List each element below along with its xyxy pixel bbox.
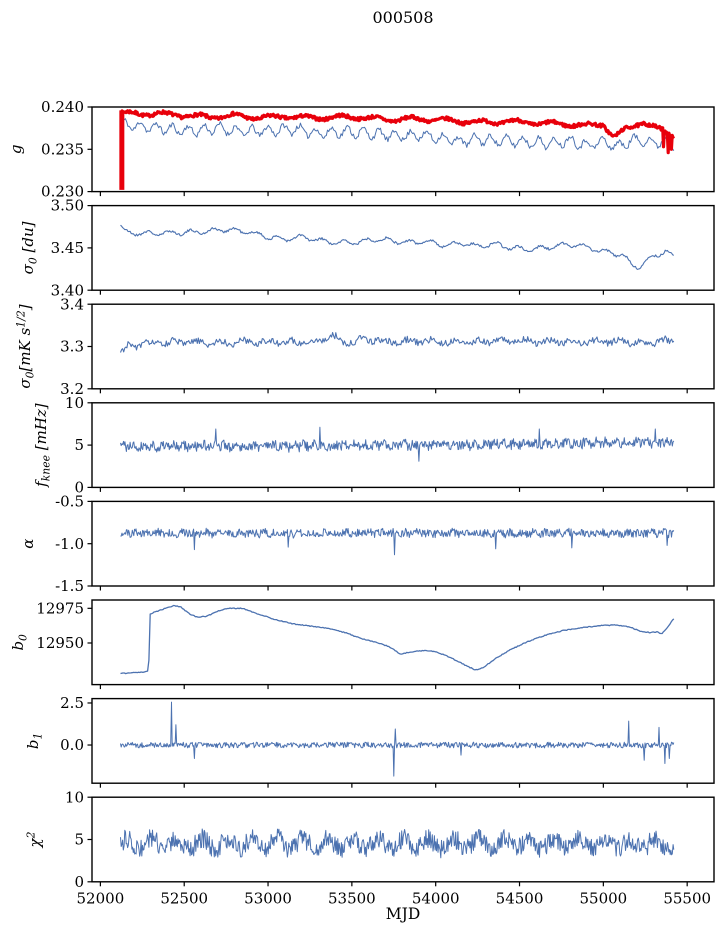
panel-sigma0-mks: 3.2 3.3 3.4 σ0[mK s1/2] bbox=[15, 295, 715, 398]
y-tick-label: 12975 bbox=[36, 599, 84, 617]
y-tick-label: 3.50 bbox=[51, 197, 84, 215]
axes-frame bbox=[91, 697, 715, 784]
y-tick-label: 3.2 bbox=[60, 380, 84, 398]
axes-frame bbox=[91, 500, 715, 587]
x-tick-label: 54500 bbox=[496, 889, 544, 907]
series-sigma0-du bbox=[120, 224, 674, 270]
x-axis-label: MJD bbox=[385, 905, 421, 923]
y-tick-label: -1.0 bbox=[55, 535, 84, 553]
y-tick-label: 12950 bbox=[36, 634, 84, 652]
axes-frame bbox=[91, 599, 715, 686]
y-axis-label-b0: b0 bbox=[9, 634, 30, 651]
panel-chi2: 0 5 10 χ2 52000 52500 53000 53500 54000 54500 5500… bbox=[25, 788, 715, 907]
y-tick-label: 0.240 bbox=[41, 98, 84, 116]
y-axis-label-g: g bbox=[7, 144, 25, 154]
x-tick-label: 53000 bbox=[244, 889, 292, 907]
panel-alpha: -1.5 -1.0 -0.5 α bbox=[19, 493, 715, 595]
y-axis-label-chi2: χ2 bbox=[25, 831, 45, 848]
panel-b0: 12950 12975 b0 bbox=[9, 599, 715, 690]
y-tick-label: 3.40 bbox=[51, 281, 84, 299]
y-axis-label-b1: b1 bbox=[24, 733, 45, 749]
axes-frame bbox=[91, 204, 715, 291]
series-chi2 bbox=[120, 828, 675, 859]
y-tick-label: 3.3 bbox=[60, 338, 84, 356]
y-tick-label: -1.5 bbox=[55, 577, 84, 595]
y-tick-label: 10 bbox=[65, 788, 84, 806]
axes-frame bbox=[91, 303, 715, 390]
x-tick-label: 55500 bbox=[663, 889, 711, 907]
figure-title: 000508 bbox=[372, 8, 434, 27]
series-g-red bbox=[119, 109, 676, 155]
series-sigma0-mks bbox=[119, 331, 675, 353]
x-tick-label: 54000 bbox=[412, 889, 460, 907]
y-tick-label: 0 bbox=[74, 479, 84, 497]
y-tick-label: 5 bbox=[74, 831, 84, 849]
y-tick-label: 2.5 bbox=[60, 694, 84, 712]
panel-sigma0-du: 3.40 3.45 3.50 σ0 [du] bbox=[19, 197, 715, 299]
x-tick-label: 53500 bbox=[328, 889, 376, 907]
y-tick-label: 0.235 bbox=[41, 140, 84, 158]
series-alpha bbox=[120, 527, 675, 556]
y-tick-label: 5 bbox=[74, 436, 84, 454]
series-g-blue bbox=[120, 111, 675, 151]
y-tick-label: 3.45 bbox=[51, 239, 84, 257]
x-tick-label: 55000 bbox=[579, 889, 627, 907]
y-tick-label: 0.0 bbox=[60, 736, 84, 754]
series-b0 bbox=[120, 604, 675, 675]
y-tick-label: 0 bbox=[74, 873, 84, 891]
y-tick-label: 0.230 bbox=[41, 183, 84, 201]
y-axis-label-alpha: α bbox=[19, 539, 37, 549]
y-tick-label: 3.4 bbox=[60, 295, 84, 313]
panel-fknee: 0 5 10 fknee [mHz] bbox=[32, 394, 715, 497]
x-tick-label: 52500 bbox=[160, 889, 208, 907]
series-b1 bbox=[120, 701, 675, 777]
y-axis-label-sigma0-mks: σ0[mK s1/2] bbox=[15, 304, 37, 388]
panel-g: 0.230 0.235 0.240 g bbox=[7, 98, 715, 201]
y-axis-label-sigma0-du: σ0 [du] bbox=[19, 221, 40, 274]
series-fknee bbox=[120, 426, 675, 462]
y-axis-label-fknee: fknee [mHz] bbox=[32, 403, 53, 488]
panel-b1: 0.0 2.5 b1 bbox=[24, 694, 715, 788]
y-tick-label: 10 bbox=[65, 394, 84, 412]
x-tick-label: 52000 bbox=[77, 889, 125, 907]
y-tick-label: -0.5 bbox=[55, 493, 84, 511]
